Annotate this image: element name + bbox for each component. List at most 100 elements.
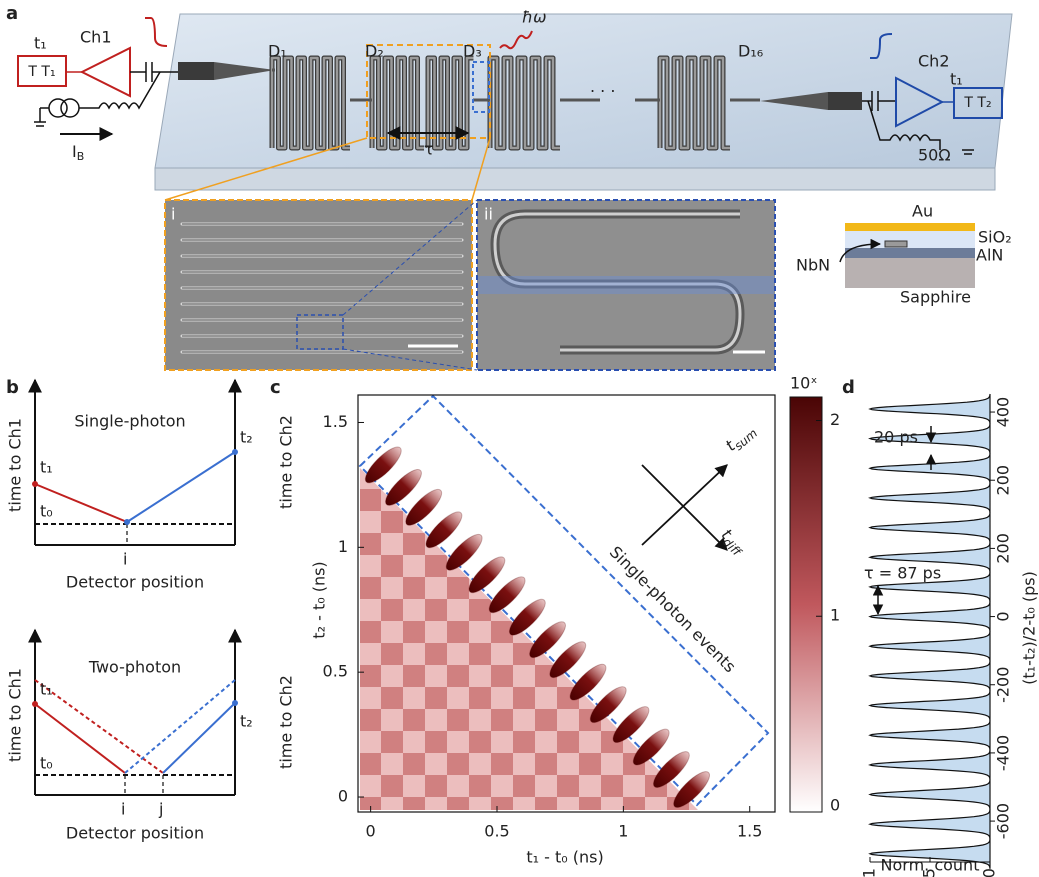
zoom-line <box>342 348 478 371</box>
layer-label: NbN <box>796 256 830 275</box>
y-tick-label: 1 <box>338 537 348 556</box>
peak <box>868 631 991 662</box>
taper <box>214 62 275 80</box>
chip: · · · <box>154 13 1013 191</box>
meander <box>658 56 730 150</box>
diagram-label: t₁ <box>40 458 53 477</box>
event-cluster <box>652 751 690 788</box>
tagger-label: T T₁ <box>27 64 55 80</box>
panel-label: a <box>6 3 18 24</box>
annotation: time to Ch2 <box>277 415 296 509</box>
point <box>32 701 38 707</box>
diagram-label: i <box>123 550 127 569</box>
nbn-arrow <box>839 238 882 263</box>
event-cluster <box>569 663 607 701</box>
y-tick-label: 0.5 <box>323 662 348 681</box>
y-tick-label: 0 <box>338 787 348 806</box>
inset-label: i <box>171 205 175 224</box>
sem-wire <box>493 212 742 352</box>
panel-label: d <box>842 377 855 398</box>
peak <box>868 660 991 691</box>
x-tick-label: 1 <box>860 868 879 877</box>
meanders <box>269 55 760 151</box>
x-tick-label: 1 <box>618 822 628 841</box>
diagram-title: Two-photon <box>88 658 181 677</box>
photon <box>499 30 533 50</box>
x-tick-label: 0 <box>366 822 376 841</box>
event-cluster <box>445 533 483 571</box>
event-cluster <box>529 621 566 659</box>
zoom-line <box>471 137 491 201</box>
zoom-box <box>296 314 344 350</box>
diagram-label: t₀ <box>40 502 53 521</box>
peak <box>868 571 991 602</box>
y-tick-label: -400 <box>994 735 1013 771</box>
y-tick-label: 0 <box>994 611 1013 621</box>
diagram-label: j <box>158 800 163 819</box>
detector-label: D₁₆ <box>738 42 763 61</box>
sem-lines <box>180 222 464 354</box>
axis-arrow <box>641 464 728 546</box>
zoom-box <box>366 44 491 139</box>
time-label: t₁ <box>950 70 963 89</box>
timing-axes <box>28 628 242 796</box>
layer-aln <box>845 248 975 258</box>
inset-label: ii <box>484 205 493 224</box>
y-tick-label: 1.5 <box>323 412 348 431</box>
point <box>232 449 238 455</box>
annotation: 20 ps <box>874 428 918 447</box>
event-cluster <box>508 598 546 636</box>
axis-label: t₂ - t₀ (ns) <box>310 561 329 638</box>
event-cluster <box>405 488 443 526</box>
peak <box>868 690 991 721</box>
delay-label: τ <box>424 140 434 159</box>
annotation: tsum <box>721 419 760 456</box>
x-tick-label: 0.5 <box>484 822 509 841</box>
layer-au <box>845 223 975 231</box>
axis-label: time to Ch1 <box>6 418 25 512</box>
annotation: τ = 87 ps <box>864 564 941 583</box>
annotation: time to Ch2 <box>277 675 296 769</box>
time-label: t₁ <box>34 34 47 53</box>
y-tick-label: 200 <box>994 533 1013 564</box>
load-label: 50Ω <box>918 146 951 165</box>
layer-label: Au <box>912 202 933 221</box>
left-circuit <box>17 17 178 141</box>
meander <box>488 56 560 150</box>
channel-label: Ch1 <box>80 28 112 47</box>
diagram-label: t₁ <box>40 680 53 699</box>
highlight <box>478 276 774 294</box>
ellipsis: · · · <box>590 82 615 101</box>
event-cluster <box>632 728 670 766</box>
sem-inset <box>164 199 473 371</box>
bias-label: IB <box>72 142 84 164</box>
diagram-title: Single-photon <box>74 412 185 431</box>
peak <box>868 601 991 632</box>
tagger-label: T T₂ <box>963 95 991 111</box>
annotation: Single-photon events <box>606 542 740 676</box>
panel-label: b <box>6 377 19 398</box>
layer-label: AlN <box>976 246 1003 265</box>
peak <box>868 542 991 573</box>
event-cluster <box>488 576 526 614</box>
meander <box>426 56 474 150</box>
two-photon-background <box>360 468 698 810</box>
axis-label: time to Ch1 <box>6 668 25 762</box>
peak <box>868 749 991 780</box>
axis-label: Detector position <box>66 824 204 843</box>
axis-label: t₁ - t₀ (ns) <box>526 848 603 867</box>
y-tick-label: -600 <box>994 803 1013 839</box>
peak <box>868 453 991 484</box>
plot-frame <box>357 394 776 813</box>
colorbar-tick-label: 0 <box>830 796 840 815</box>
diagram-label: t₀ <box>40 754 53 773</box>
event-cluster <box>425 511 463 549</box>
point <box>32 481 38 487</box>
pad <box>828 92 862 110</box>
detector-label: D₃ <box>463 42 482 61</box>
peak <box>868 779 991 810</box>
y-tick-label: 200 <box>994 465 1013 496</box>
colorbar-label: 10ˣ <box>790 374 817 393</box>
